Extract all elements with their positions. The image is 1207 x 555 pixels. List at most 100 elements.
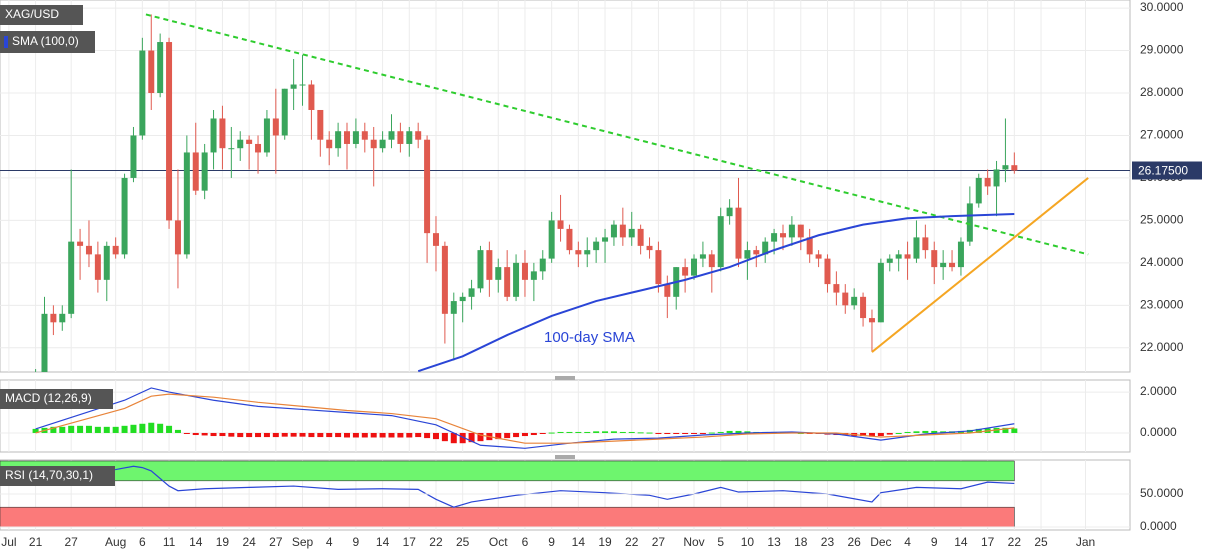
candle-body [272, 118, 279, 136]
rsi-title-box [0, 466, 115, 486]
histogram-bar [352, 432, 359, 438]
candle-body [450, 301, 457, 314]
candle-body [984, 177, 991, 187]
candle-body [895, 254, 902, 259]
x-tick-label: 17 [403, 535, 417, 549]
histogram-bar [77, 425, 84, 433]
panel-splitter [555, 376, 575, 380]
candle-body [50, 313, 57, 323]
histogram-bar [975, 428, 982, 433]
candle-body [602, 237, 609, 242]
x-tick-label: 5 [717, 535, 724, 549]
candle-body [691, 258, 698, 276]
histogram-bar [477, 432, 484, 442]
histogram-bar [68, 425, 75, 433]
candle-body [842, 292, 849, 306]
histogram-bar [237, 432, 244, 438]
histogram-bar [726, 430, 733, 433]
y-tick-label: 0.0000 [1140, 519, 1177, 533]
indicator-label: SMA (100,0) [12, 34, 79, 48]
histogram-bar [895, 432, 902, 434]
histogram-bar [593, 431, 600, 433]
histogram-bar [548, 432, 555, 434]
x-tick-label: 6 [139, 535, 146, 549]
x-tick-label: 18 [794, 535, 808, 549]
histogram-bar [370, 432, 377, 438]
candle-body [299, 84, 306, 86]
candle-body [459, 296, 466, 302]
candle-body [735, 207, 742, 259]
candle-body [957, 241, 964, 268]
candle-body [201, 152, 208, 191]
x-tick-label: 22 [625, 535, 639, 549]
candle-body [112, 245, 119, 255]
histogram-bar [103, 426, 110, 433]
histogram-bar [335, 432, 342, 438]
histogram-bar [1002, 427, 1009, 433]
candle-body [557, 220, 564, 229]
histogram-bar [504, 432, 511, 439]
histogram-bar [174, 429, 181, 433]
histogram-bar [388, 432, 395, 438]
histogram-bar [112, 426, 119, 433]
macd-title: MACD (12,26,9) [5, 391, 92, 405]
histogram-bar [50, 426, 57, 433]
candle-body [352, 131, 359, 144]
sma-line [417, 213, 1015, 372]
chart-title: XAG/USD [5, 7, 59, 21]
candle-body [361, 131, 368, 140]
histogram-bar [904, 431, 911, 433]
candle-body [121, 177, 128, 255]
candle-body [762, 241, 769, 255]
histogram-bar [317, 432, 324, 438]
histogram-bar [130, 424, 137, 433]
x-tick-label: Sep [292, 535, 314, 549]
histogram-bar [513, 432, 520, 438]
candle-body [513, 262, 520, 297]
clip-group [0, 13, 1130, 372]
candle-body [548, 220, 555, 259]
histogram-bar [148, 422, 155, 433]
histogram-bar [94, 426, 101, 433]
candle-body [744, 250, 751, 259]
candle-body [85, 245, 92, 255]
x-tick-label: 9 [548, 535, 555, 549]
x-tick-label: 21 [29, 535, 43, 549]
histogram-bar [263, 432, 270, 438]
histogram-bar [255, 432, 262, 438]
candle-body [664, 284, 671, 297]
x-tick-label: 14 [376, 535, 390, 549]
histogram-bar [32, 428, 39, 433]
candle-body [646, 245, 653, 251]
sma-label: 100-day SMA [544, 329, 635, 346]
indicator-box [0, 31, 95, 53]
candle-body [797, 224, 804, 238]
x-tick-label: 25 [1034, 535, 1048, 549]
candle-body [833, 284, 840, 293]
rsi-title: RSI (14,70,30,1) [5, 468, 93, 482]
candle-body [619, 224, 626, 238]
histogram-bar [610, 431, 617, 433]
histogram-bar [210, 432, 217, 437]
clip-group [32, 387, 1018, 449]
histogram-bar [415, 432, 422, 438]
histogram-bar [495, 432, 502, 440]
histogram-bar [699, 432, 706, 434]
candle-body [913, 237, 920, 259]
histogram-bar [691, 432, 698, 434]
histogram-bar [575, 431, 582, 433]
x-tick-label: 13 [767, 535, 781, 549]
candle-body [655, 250, 662, 285]
rsi-band [0, 460, 1015, 482]
histogram-bar [361, 432, 368, 438]
x-tick-label: 22 [1008, 535, 1022, 549]
candle-body [868, 318, 875, 323]
candle-body [949, 262, 956, 268]
histogram-bar [566, 431, 573, 433]
x-tick-label: 19 [216, 535, 230, 549]
candle-body [610, 224, 617, 238]
histogram-bar [557, 431, 564, 433]
x-tick-label: 24 [242, 535, 256, 549]
candle-body [68, 241, 75, 314]
x-tick-label: 14 [954, 535, 968, 549]
